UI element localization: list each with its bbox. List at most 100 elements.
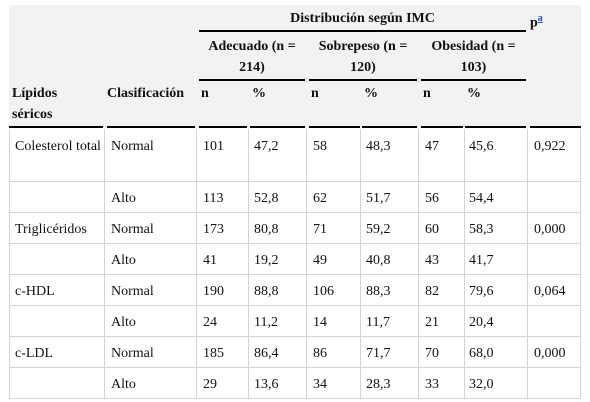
header-rule-clasificacion bbox=[107, 126, 195, 128]
pct-adecuado-cell: 13,6 bbox=[254, 377, 279, 392]
classification-cell: Normal bbox=[111, 346, 154, 361]
lipidos-header: Lípidos séricos bbox=[12, 86, 58, 122]
n-adecuado-cell: 101 bbox=[203, 139, 224, 154]
row-divider bbox=[9, 181, 581, 182]
classification-cell: Alto bbox=[111, 315, 136, 330]
n-adecuado-cell: 113 bbox=[203, 191, 224, 206]
column-divider bbox=[306, 129, 307, 398]
classification-cell: Normal bbox=[111, 284, 154, 299]
n-obesidad-cell: 21 bbox=[425, 315, 439, 330]
classification-cell: Alto bbox=[111, 253, 136, 268]
table-container: Distribución según IMC pa Adecuado (n = … bbox=[9, 5, 581, 402]
column-divider bbox=[360, 129, 361, 398]
column-divider bbox=[248, 129, 249, 398]
column-divider bbox=[527, 129, 528, 398]
header-rule-p bbox=[530, 126, 581, 128]
pct-adecuado-cell: 80,8 bbox=[254, 222, 279, 237]
p-value-cell: 0,000 bbox=[534, 346, 566, 361]
group-header-title: Distribución según IMC bbox=[290, 11, 435, 26]
header-rule-adecuado bbox=[199, 79, 305, 81]
pct-adecuado-cell: 88,8 bbox=[254, 284, 279, 299]
n-sobrepeso-cell: 34 bbox=[313, 377, 327, 392]
pct-sobrepeso-cell: 51,7 bbox=[366, 191, 391, 206]
pct-adecuado-cell: 52,8 bbox=[254, 191, 279, 206]
row-divider bbox=[9, 305, 581, 306]
pct-obesidad-cell: 32,0 bbox=[469, 377, 494, 392]
group-label-line1: Sobrepeso (n = bbox=[318, 39, 408, 54]
n-adecuado-cell: 24 bbox=[203, 315, 217, 330]
row-divider bbox=[9, 212, 581, 213]
n-obesidad-cell: 47 bbox=[425, 139, 439, 154]
classification-cell: Alto bbox=[111, 191, 136, 206]
p-header-label: p bbox=[530, 15, 538, 31]
n-sobrepeso-cell: 86 bbox=[313, 346, 327, 361]
header-rule-group bbox=[199, 30, 526, 32]
pct-adecuado-cell: 11,2 bbox=[254, 315, 278, 330]
table-border-right bbox=[580, 129, 581, 398]
pct-header-adecuado: % bbox=[252, 86, 266, 101]
column-divider bbox=[104, 129, 105, 398]
header-rule-n3 bbox=[421, 126, 463, 128]
column-divider bbox=[464, 129, 465, 398]
group-label-line1: Adecuado (n = bbox=[208, 39, 296, 54]
n-sobrepeso-cell: 71 bbox=[313, 222, 327, 237]
group-header-obesidad: Obesidad (n = 103) bbox=[421, 36, 526, 78]
n-header-adecuado: n bbox=[201, 86, 209, 101]
pct-obesidad-cell: 54,4 bbox=[469, 191, 494, 206]
p-footnote-link[interactable]: a bbox=[537, 13, 543, 24]
header-rule-p3 bbox=[465, 126, 526, 128]
n-sobrepeso-cell: 49 bbox=[313, 253, 327, 268]
lipid-cell: c-LDL bbox=[15, 346, 54, 361]
pct-header-obesidad: % bbox=[467, 86, 481, 101]
n-obesidad-cell: 33 bbox=[425, 377, 439, 392]
group-label-line2: 120) bbox=[350, 60, 376, 75]
p-value-cell: 0,922 bbox=[534, 139, 566, 154]
clasificacion-header: Clasificación bbox=[107, 86, 184, 101]
pct-sobrepeso-cell: 59,2 bbox=[366, 222, 391, 237]
pct-obesidad-cell: 20,4 bbox=[469, 315, 494, 330]
row-divider bbox=[9, 398, 581, 399]
lipid-cell: Colesterol total bbox=[15, 139, 101, 154]
p-value-cell: 0,064 bbox=[534, 284, 566, 299]
n-obesidad-cell: 56 bbox=[425, 191, 439, 206]
header-rule-sobrepeso bbox=[309, 79, 417, 81]
p-header: pa bbox=[530, 8, 543, 34]
n-adecuado-cell: 185 bbox=[203, 346, 224, 361]
header-rule-p1 bbox=[250, 126, 305, 128]
n-header-sobrepeso: n bbox=[311, 86, 319, 101]
pct-obesidad-cell: 79,6 bbox=[469, 284, 494, 299]
pct-adecuado-cell: 47,2 bbox=[254, 139, 279, 154]
n-header-obesidad: n bbox=[423, 86, 431, 101]
header-rule-p2 bbox=[362, 126, 417, 128]
classification-cell: Alto bbox=[111, 377, 136, 392]
column-divider bbox=[196, 129, 197, 398]
row-divider bbox=[9, 243, 581, 244]
n-obesidad-cell: 60 bbox=[425, 222, 439, 237]
pct-adecuado-cell: 19,2 bbox=[254, 253, 279, 268]
lipid-cell: c-HDL bbox=[15, 284, 55, 299]
n-adecuado-cell: 173 bbox=[203, 222, 224, 237]
pct-sobrepeso-cell: 11,7 bbox=[366, 315, 390, 330]
group-header-adecuado: Adecuado (n = 214) bbox=[199, 36, 305, 78]
group-label-line2: 103) bbox=[460, 60, 487, 75]
p-value-cell: 0,000 bbox=[534, 222, 566, 237]
lipid-cell: Triglicéridos bbox=[15, 222, 87, 237]
pct-sobrepeso-cell: 28,3 bbox=[366, 377, 391, 392]
n-obesidad-cell: 82 bbox=[425, 284, 439, 299]
n-sobrepeso-cell: 106 bbox=[313, 284, 334, 299]
pct-adecuado-cell: 86,4 bbox=[254, 346, 279, 361]
n-obesidad-cell: 43 bbox=[425, 253, 439, 268]
n-obesidad-cell: 70 bbox=[425, 346, 439, 361]
row-divider bbox=[9, 274, 581, 275]
pct-sobrepeso-cell: 40,8 bbox=[366, 253, 391, 268]
header-rule-n2 bbox=[309, 126, 360, 128]
header-rule-lipidos bbox=[9, 126, 103, 128]
pct-sobrepeso-cell: 48,3 bbox=[366, 139, 391, 154]
pct-header-sobrepeso: % bbox=[364, 86, 378, 101]
pct-obesidad-cell: 68,0 bbox=[469, 346, 494, 361]
row-divider bbox=[9, 367, 581, 368]
group-header-sobrepeso: Sobrepeso (n = 120) bbox=[309, 36, 417, 78]
n-adecuado-cell: 190 bbox=[203, 284, 224, 299]
row-divider bbox=[9, 336, 581, 337]
pct-obesidad-cell: 45,6 bbox=[469, 139, 494, 154]
